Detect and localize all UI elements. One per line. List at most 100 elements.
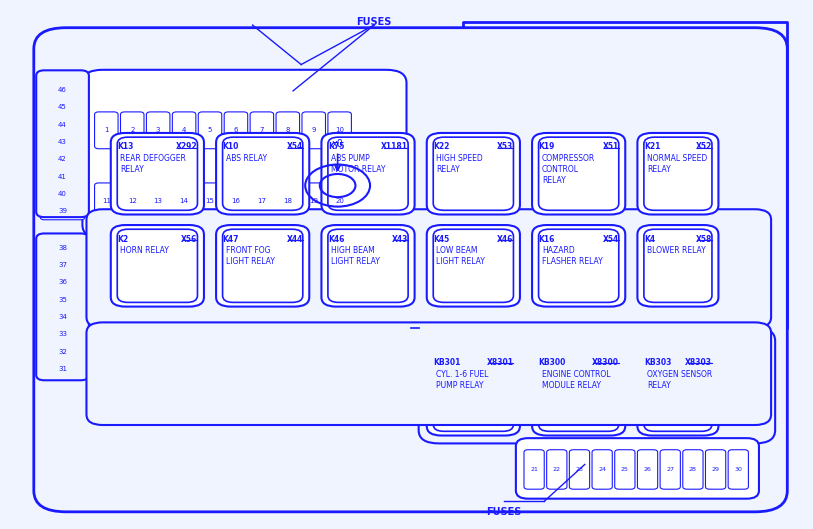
FancyBboxPatch shape	[41, 151, 85, 168]
Text: X51: X51	[602, 142, 619, 151]
Text: 32: 32	[58, 349, 67, 355]
FancyBboxPatch shape	[37, 233, 89, 380]
Text: X56: X56	[181, 234, 198, 243]
Text: x0: x0	[332, 139, 344, 149]
FancyBboxPatch shape	[302, 183, 325, 220]
Text: HIGH SPEED
RELAY: HIGH SPEED RELAY	[437, 154, 483, 174]
FancyBboxPatch shape	[660, 450, 680, 489]
Text: K10: K10	[223, 142, 239, 151]
Text: K13: K13	[117, 142, 133, 151]
FancyBboxPatch shape	[250, 112, 274, 149]
Text: FUSES: FUSES	[486, 507, 521, 517]
FancyBboxPatch shape	[637, 225, 719, 307]
Text: REAR DEFOGGER
RELAY: REAR DEFOGGER RELAY	[120, 154, 186, 174]
FancyBboxPatch shape	[82, 70, 406, 238]
Text: 1: 1	[104, 127, 109, 133]
Text: X53: X53	[498, 142, 514, 151]
Text: 30: 30	[734, 467, 742, 472]
FancyBboxPatch shape	[41, 116, 85, 133]
Text: K46: K46	[328, 234, 344, 243]
FancyBboxPatch shape	[41, 81, 85, 98]
Text: 5: 5	[208, 127, 212, 133]
FancyBboxPatch shape	[276, 112, 299, 149]
FancyBboxPatch shape	[111, 133, 204, 214]
Text: 6: 6	[233, 127, 238, 133]
Text: K22: K22	[433, 142, 450, 151]
FancyBboxPatch shape	[216, 225, 309, 307]
FancyBboxPatch shape	[644, 353, 712, 431]
FancyBboxPatch shape	[41, 239, 85, 256]
Text: 8: 8	[285, 127, 290, 133]
FancyBboxPatch shape	[216, 133, 309, 214]
FancyBboxPatch shape	[637, 450, 658, 489]
FancyBboxPatch shape	[419, 327, 775, 443]
Text: 20: 20	[335, 198, 344, 204]
Text: 23: 23	[576, 467, 584, 472]
Text: X54: X54	[602, 234, 619, 243]
FancyBboxPatch shape	[321, 133, 415, 214]
Text: 7: 7	[259, 127, 264, 133]
FancyBboxPatch shape	[328, 112, 351, 149]
Text: 25: 25	[621, 467, 628, 472]
Text: 24: 24	[598, 467, 606, 472]
Text: 14: 14	[180, 198, 189, 204]
Text: 45: 45	[59, 104, 67, 110]
FancyBboxPatch shape	[706, 450, 726, 489]
FancyBboxPatch shape	[683, 450, 703, 489]
FancyBboxPatch shape	[637, 133, 719, 214]
FancyBboxPatch shape	[224, 183, 248, 220]
Text: 26: 26	[644, 467, 651, 472]
Text: 2: 2	[130, 127, 134, 133]
Text: K45: K45	[433, 234, 450, 243]
FancyBboxPatch shape	[86, 209, 771, 327]
FancyBboxPatch shape	[94, 112, 118, 149]
FancyBboxPatch shape	[615, 450, 635, 489]
FancyBboxPatch shape	[538, 137, 619, 211]
FancyBboxPatch shape	[120, 183, 144, 220]
Text: X52: X52	[696, 142, 712, 151]
Text: KB300: KB300	[538, 358, 566, 367]
Text: 10: 10	[335, 127, 344, 133]
Text: 39: 39	[58, 208, 67, 214]
Text: BLOWER RELAY: BLOWER RELAY	[647, 246, 706, 255]
Text: OXYGEN SENSOR
RELAY: OXYGEN SENSOR RELAY	[647, 370, 712, 390]
Text: 4: 4	[182, 127, 186, 133]
Text: K19: K19	[538, 142, 555, 151]
Text: HIGH BEAM
LIGHT RELAY: HIGH BEAM LIGHT RELAY	[331, 246, 380, 266]
FancyBboxPatch shape	[94, 183, 118, 220]
FancyBboxPatch shape	[302, 112, 325, 149]
Text: 42: 42	[59, 156, 67, 162]
Text: X8301: X8301	[486, 358, 514, 367]
FancyBboxPatch shape	[328, 229, 408, 303]
FancyBboxPatch shape	[34, 28, 787, 512]
Text: 11: 11	[102, 198, 111, 204]
Text: 38: 38	[58, 244, 67, 251]
FancyBboxPatch shape	[433, 353, 514, 431]
FancyBboxPatch shape	[41, 343, 85, 360]
FancyBboxPatch shape	[41, 203, 85, 220]
FancyBboxPatch shape	[146, 183, 170, 220]
FancyBboxPatch shape	[120, 112, 144, 149]
FancyBboxPatch shape	[538, 353, 619, 431]
FancyBboxPatch shape	[198, 112, 222, 149]
FancyBboxPatch shape	[223, 229, 302, 303]
Text: 15: 15	[206, 198, 215, 204]
Text: X8303: X8303	[685, 358, 712, 367]
FancyBboxPatch shape	[538, 229, 619, 303]
FancyBboxPatch shape	[41, 326, 85, 343]
FancyBboxPatch shape	[41, 309, 85, 325]
FancyBboxPatch shape	[117, 137, 198, 211]
Text: KB303: KB303	[644, 358, 672, 367]
Text: 37: 37	[58, 262, 67, 268]
Text: HORN RELAY: HORN RELAY	[120, 246, 169, 255]
Text: LOW BEAM
LIGHT RELAY: LOW BEAM LIGHT RELAY	[437, 246, 485, 266]
Text: 31: 31	[58, 366, 67, 372]
Text: FRONT FOG
LIGHT RELAY: FRONT FOG LIGHT RELAY	[226, 246, 275, 266]
Text: 21: 21	[530, 467, 538, 472]
Text: HAZARD
FLASHER RELAY: HAZARD FLASHER RELAY	[541, 246, 602, 266]
Text: 28: 28	[689, 467, 697, 472]
FancyBboxPatch shape	[117, 229, 198, 303]
FancyBboxPatch shape	[146, 112, 170, 149]
Text: KB301: KB301	[433, 358, 461, 367]
FancyBboxPatch shape	[37, 70, 89, 217]
